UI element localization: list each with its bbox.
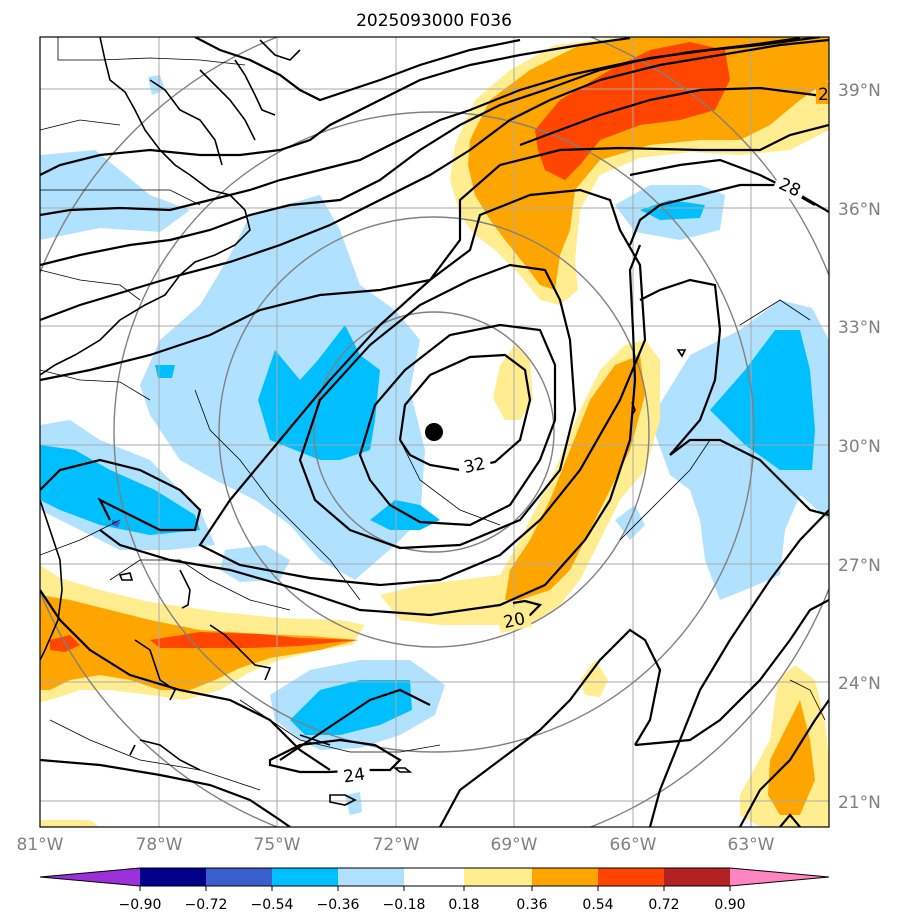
colorbar-swatch	[272, 868, 338, 886]
lat-label-21: 21°N	[838, 793, 881, 813]
height-contours	[40, 37, 829, 827]
lon-label-66: 66°W	[610, 835, 657, 855]
colorbar-label: 0.36	[516, 897, 547, 913]
lat-label-36: 36°N	[838, 200, 881, 220]
lon-label-69: 69°W	[491, 835, 538, 855]
negative-shading-medium	[40, 200, 815, 735]
colorbar-label: 0.90	[714, 897, 745, 913]
lon-label-63: 63°W	[728, 835, 775, 855]
colorbar-label: 0.72	[648, 897, 679, 913]
lon-label-72: 72°W	[373, 835, 420, 855]
colorbar-label: −0.72	[185, 897, 228, 913]
colorbar-swatch	[664, 868, 730, 886]
longitude-labels: 81°W 78°W 75°W 72°W 69°W 66°W 63°W	[17, 835, 775, 855]
colorbar-label: 0.18	[448, 897, 479, 913]
lat-label-24: 24°N	[838, 674, 881, 694]
lon-label-81: 81°W	[17, 835, 64, 855]
colorbar-swatch	[598, 868, 664, 886]
map-panel: 32 28 20 24 2	[39, 36, 830, 828]
map-frame	[39, 36, 830, 828]
colorbar-label: −0.54	[251, 897, 294, 913]
colorbar: −0.90 −0.72 −0.54 −0.36 −0.18 0.18 0.36 …	[39, 867, 830, 913]
map-content: 32 28 20 24 2	[40, 37, 829, 827]
lat-label-33: 33°N	[838, 318, 881, 338]
colorbar-swatch	[338, 868, 404, 886]
colorbar-label: −0.90	[119, 897, 162, 913]
colorbar-swatch	[206, 868, 272, 886]
lon-label-75: 75°W	[254, 835, 301, 855]
lat-label-30: 30°N	[838, 437, 881, 457]
colorbar-label: −0.18	[383, 897, 426, 913]
colorbar-swatch	[464, 868, 532, 886]
contour-label-24: 24	[342, 765, 366, 788]
range-rings	[40, 37, 829, 827]
latitude-labels: 39°N 36°N 33°N 30°N 27°N 24°N 21°N	[838, 81, 881, 813]
colorbar-swatch	[140, 868, 206, 886]
lat-label-39: 39°N	[838, 81, 881, 101]
colorbar-extend-right	[730, 868, 829, 886]
contour-label-20: 20	[502, 609, 527, 633]
colorbar-swatch	[404, 868, 464, 886]
map-title: 2025093000 F036	[356, 11, 512, 31]
contour-label-32: 32	[462, 454, 487, 478]
colorbar-swatch	[532, 868, 598, 886]
colorbar-label: −0.36	[317, 897, 360, 913]
colorbar-label: 0.54	[582, 897, 613, 913]
colorbar-extend-left	[40, 868, 140, 886]
storm-center-marker	[425, 423, 443, 441]
lat-label-27: 27°N	[838, 556, 881, 576]
contour-label-edge: 2	[818, 85, 829, 105]
lon-label-78: 78°W	[136, 835, 183, 855]
